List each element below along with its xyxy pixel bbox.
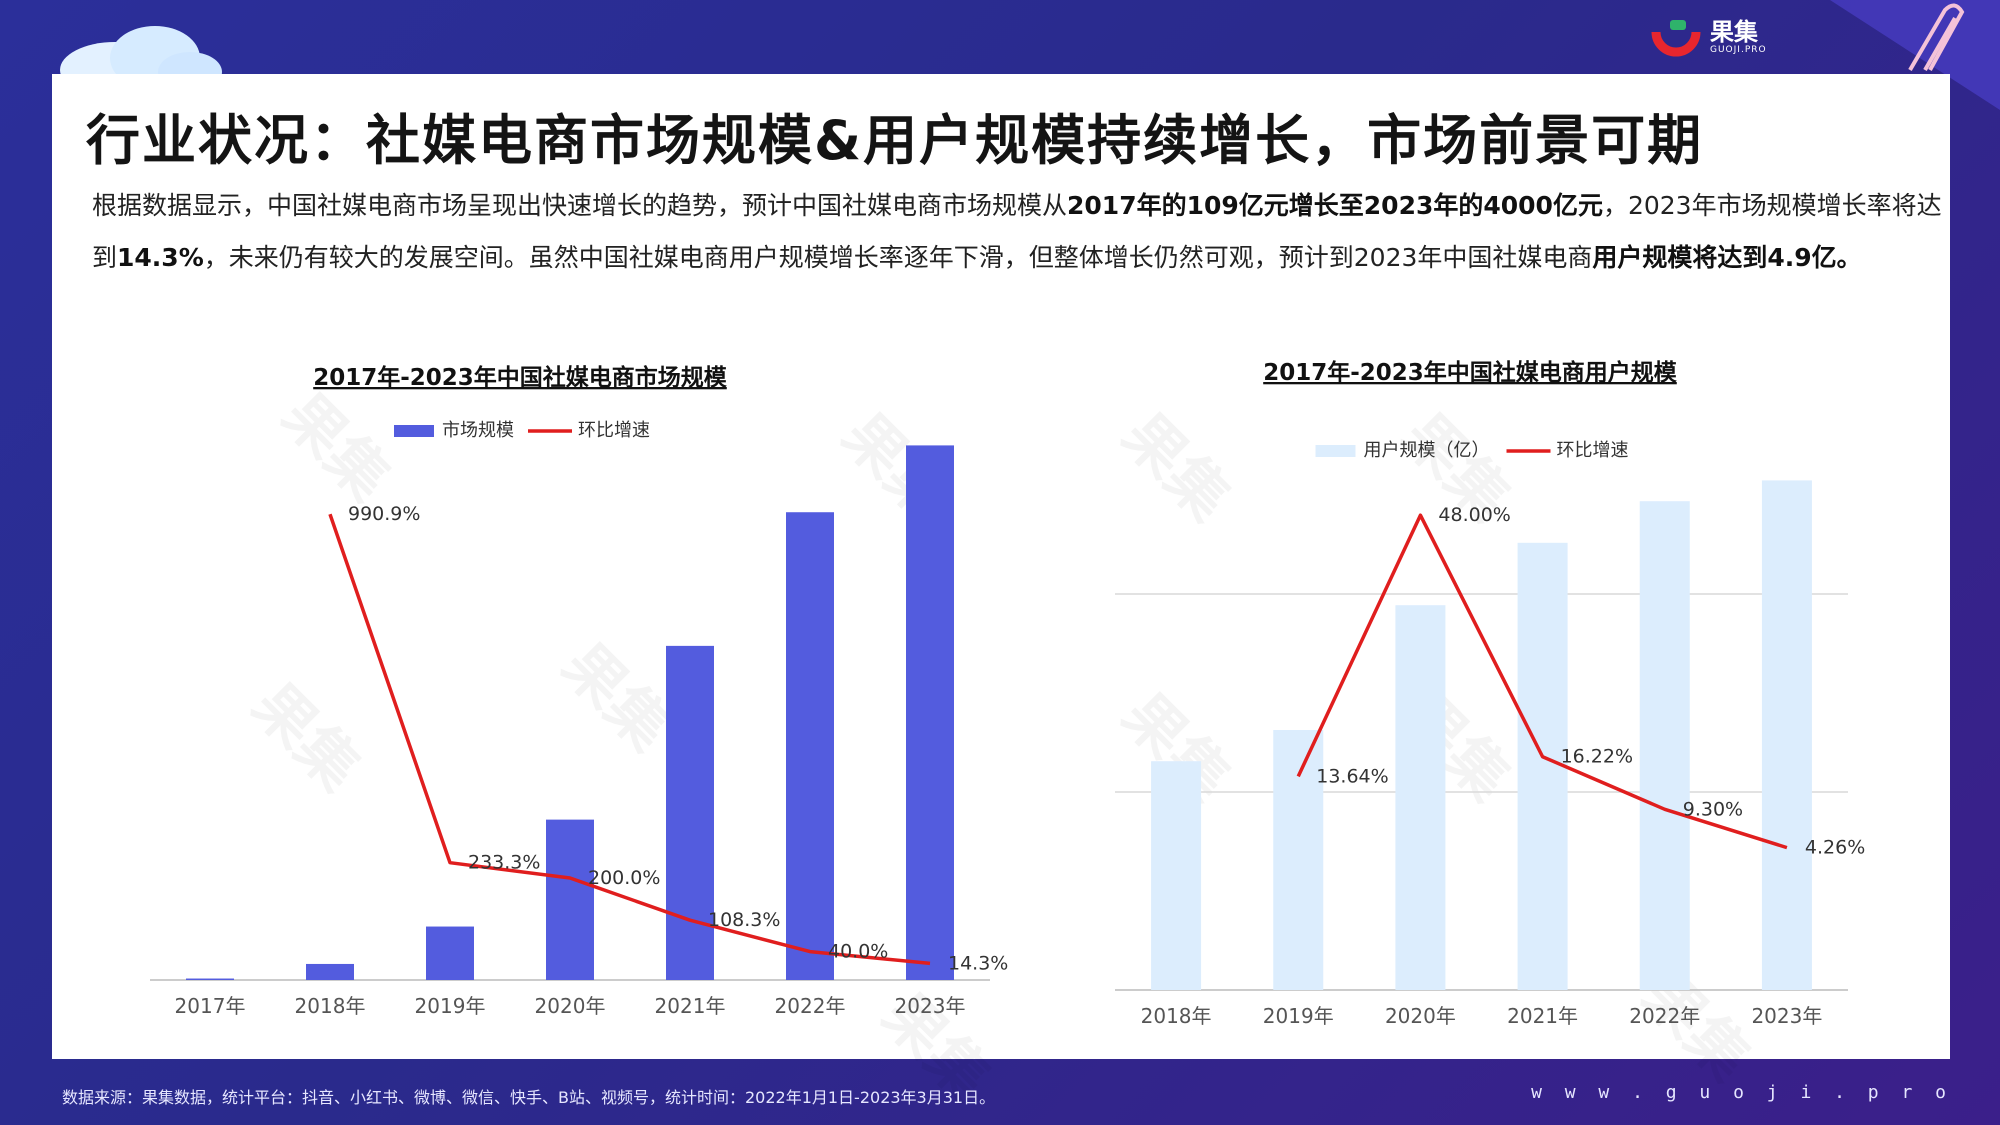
data-source-note: 数据来源：果集数据，统计平台：抖音、小红书、微博、微信、快手、B站、视频号，统计… bbox=[62, 1088, 996, 1107]
page-title: 行业状况：社媒电商市场规模&用户规模持续增长，市场前景可期 bbox=[86, 109, 1704, 172]
legend-label: 市场规模 bbox=[442, 420, 514, 441]
desc-highlight-3: 用户规模将达到4.9亿。 bbox=[1592, 243, 1862, 272]
x-tick-label: 2017年 bbox=[175, 994, 246, 1018]
content-card bbox=[52, 74, 1950, 1059]
bar bbox=[786, 512, 834, 980]
bar bbox=[186, 978, 234, 980]
brand-name: 果集 bbox=[1710, 18, 1758, 46]
legend-label: 环比增速 bbox=[1557, 440, 1629, 461]
brand-sub: GUOJI.PRO bbox=[1710, 45, 1767, 55]
guoji-logo-icon bbox=[1651, 20, 1701, 57]
bar bbox=[306, 963, 354, 980]
bar bbox=[1395, 605, 1446, 990]
x-tick-label: 2023年 bbox=[1751, 1004, 1822, 1028]
desc-highlight-2: 14.3% bbox=[117, 243, 204, 272]
chart-title: 2017年-2023年中国社媒电商市场规模 bbox=[313, 364, 728, 391]
bar bbox=[666, 645, 714, 980]
data-label: 16.22% bbox=[1561, 746, 1633, 768]
brand-logo: 果集 GUOJI.PRO bbox=[1650, 18, 1767, 58]
corner-decoration bbox=[1830, 0, 2000, 110]
x-tick-label: 2022年 bbox=[1629, 1004, 1700, 1028]
x-tick-label: 2020年 bbox=[1385, 1004, 1456, 1028]
bar bbox=[426, 926, 474, 980]
bar bbox=[1761, 480, 1812, 990]
bar bbox=[546, 819, 594, 980]
x-tick-label: 2023年 bbox=[895, 994, 966, 1018]
legend-swatch bbox=[394, 425, 434, 437]
bar bbox=[1639, 501, 1690, 990]
series-line bbox=[328, 513, 931, 966]
data-label: 4.26% bbox=[1805, 837, 1865, 859]
x-tick-label: 2021年 bbox=[655, 994, 726, 1018]
data-label: 48.00% bbox=[1438, 504, 1510, 526]
desc-text-1: 根据数据显示，中国社媒电商市场呈现出快速增长的趋势，预计中国社媒电商市场规模从 bbox=[92, 191, 1068, 220]
x-tick-label: 2019年 bbox=[1263, 1004, 1334, 1028]
data-label: 9.30% bbox=[1683, 798, 1743, 820]
data-label: 990.9% bbox=[348, 503, 420, 525]
data-label: 200.0% bbox=[588, 867, 660, 889]
x-tick-label: 2018年 bbox=[295, 994, 366, 1018]
description: 根据数据显示，中国社媒电商市场呈现出快速增长的趋势，预计中国社媒电商市场规模从2… bbox=[92, 180, 1942, 284]
series-line bbox=[1296, 513, 1788, 850]
data-label: 40.0% bbox=[828, 941, 888, 963]
x-tick-label: 2019年 bbox=[415, 994, 486, 1018]
x-tick-label: 2022年 bbox=[775, 994, 846, 1018]
website-url[interactable]: w w w . g u o j i . p r o bbox=[1531, 1082, 1952, 1103]
data-label: 108.3% bbox=[708, 909, 780, 931]
bar bbox=[1517, 542, 1568, 990]
desc-text-2: ，2023年市场规模增长率将达到 bbox=[92, 191, 1942, 272]
legend-label: 用户规模（亿） bbox=[1364, 440, 1490, 461]
x-tick-label: 2020年 bbox=[535, 994, 606, 1018]
data-label: 14.3% bbox=[948, 952, 1008, 974]
data-label: 13.64% bbox=[1316, 765, 1388, 787]
desc-text-3: ，未来仍有较大的发展空间。虽然中国社媒电商用户规模增长率逐年下滑，但整体增长仍然… bbox=[203, 243, 1593, 272]
desc-highlight-1: 2017年的109亿元增长至2023年的4000亿元 bbox=[1067, 191, 1603, 220]
bar bbox=[906, 445, 954, 980]
x-tick-label: 2021年 bbox=[1507, 1004, 1578, 1028]
legend-swatch bbox=[1315, 445, 1356, 457]
bar bbox=[1151, 761, 1202, 990]
x-tick-label: 2018年 bbox=[1141, 1004, 1212, 1028]
chart-title: 2017年-2023年中国社媒电商用户规模 bbox=[1263, 359, 1678, 386]
data-label: 233.3% bbox=[468, 852, 540, 874]
legend-label: 环比增速 bbox=[578, 420, 650, 441]
